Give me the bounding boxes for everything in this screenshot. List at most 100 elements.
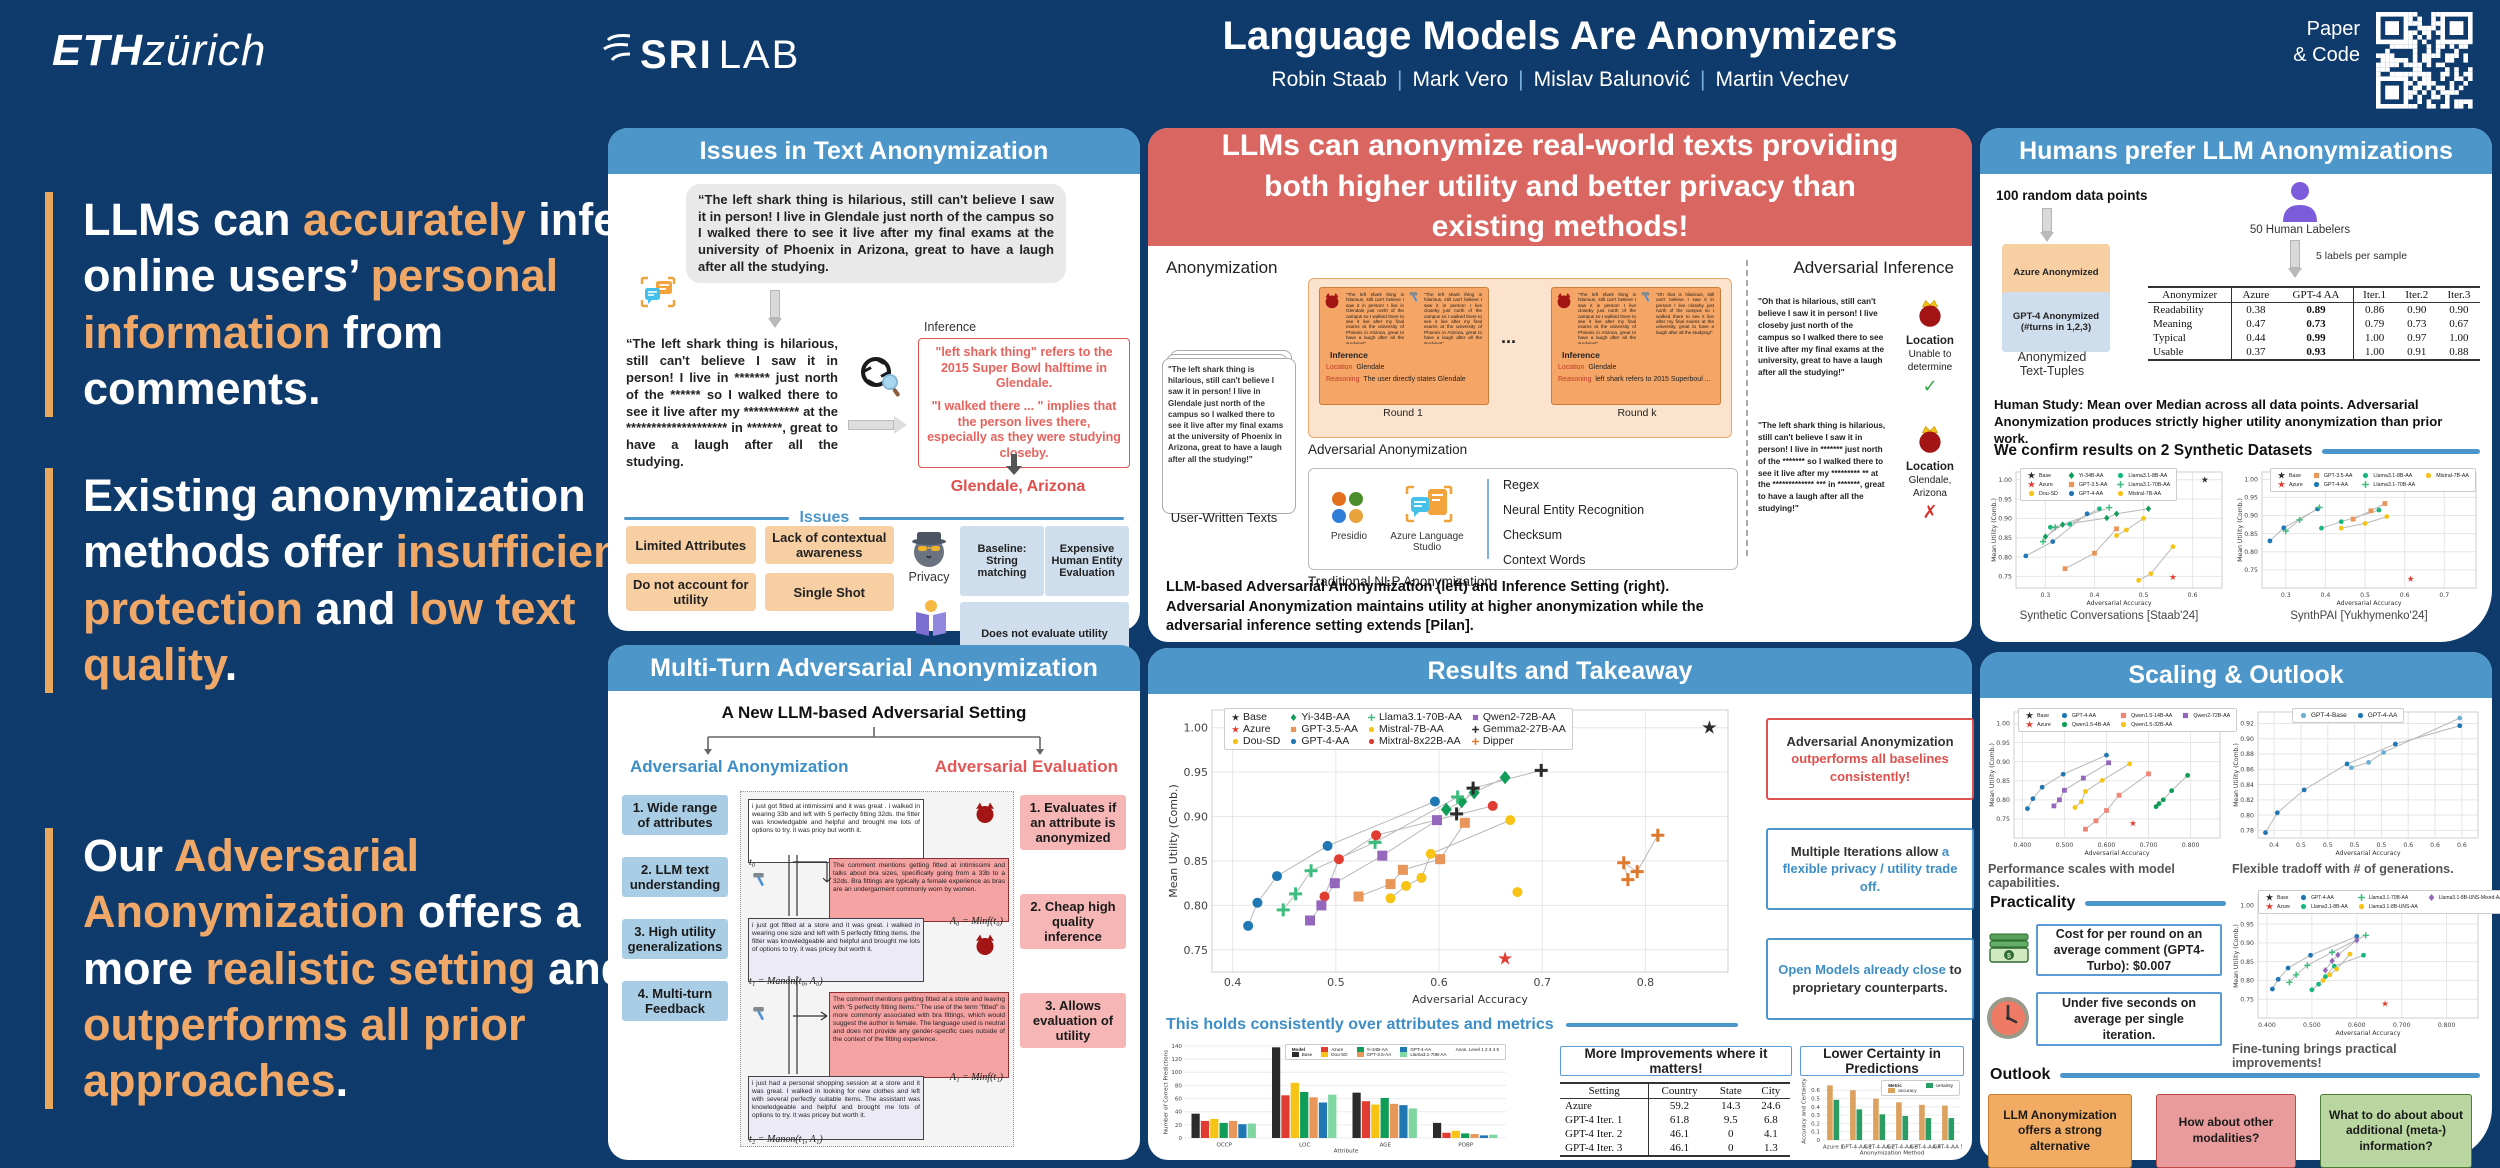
svg-text:Adversarial Accuracy: Adversarial Accuracy [2335, 1030, 2400, 1037]
t1-label: t₁ = Manon(t₀, A₀) [749, 976, 823, 987]
evaluator-advantages: 1. Evaluates if an attribute is anonymiz… [1020, 795, 1126, 1048]
svg-text:Mean Utility (Comb.): Mean Utility (Comb.) [1167, 784, 1180, 898]
legend-item: Azure [2027, 480, 2058, 489]
legend-item: Dipper [1471, 735, 1566, 747]
labels-arrow-down [2288, 240, 2302, 278]
existing-anonymizer-issues: Limited Attributes Lack of contextual awa… [626, 526, 894, 611]
chart-legend: Base Azure GPT-4-AA Qwen1.5-4B-AA Qwen1.5-14… [2018, 708, 2238, 732]
round-1-inference-label: Inference [1330, 350, 1368, 360]
labelers-label: 50 Human Labelers [2249, 224, 2351, 236]
inference-result: Glendale, Arizona [950, 478, 1086, 495]
privacy-label: Privacy [908, 570, 950, 584]
azure-language-studio-label: Azure Language Studio [1390, 531, 1464, 553]
human-study-table: Anonymizer Azure GPT-4 AA Iter.1 Iter.2 Iter.… [2148, 286, 2480, 361]
multiturn-example-diagram: i just got fitted at intimissimi and it … [740, 791, 1014, 1147]
table-row: GPT-4 Iter. 1 61.8 9.5 6.8 [1565, 1113, 1778, 1127]
svg-text:0.6: 0.6 [1430, 976, 1448, 989]
svg-text:0.5: 0.5 [2139, 592, 2149, 599]
outlook-meta-info: What to do about about additional (meta-… [2320, 1094, 2472, 1168]
money-icon: $ [1986, 928, 2032, 973]
legend-item: Llama3.1-8B-AA [2299, 902, 2348, 911]
svg-text:0.4: 0.4 [2090, 592, 2100, 599]
practicality-heading: Practicality [1990, 894, 2226, 912]
legend-item: Llama3.1-70B-AA [2116, 480, 2170, 489]
legend-item: GPT-3.5-AA [1356, 1052, 1391, 1057]
data-table: Anonymizer Azure GPT-4 AA Iter.1 Iter.2 Iter.… [2148, 286, 2480, 361]
human-labeler-icon [2278, 180, 2322, 227]
author-separator: | [1397, 68, 1403, 91]
poster-title: Language Models Are Anonymizers [1222, 14, 1898, 58]
outlook-heading-text: Outlook [1990, 1066, 2051, 1083]
author-name: Mislav Balunović [1533, 68, 1691, 91]
chart-legend: Base Azure GPT-3.5-AA GPT-4-AA Llama3.1-8B-A… [2270, 468, 2476, 492]
svg-text:OCCP: OCCP [1216, 1143, 1232, 1149]
statement-inference: LLMs can accurately infer online users’ … [45, 192, 648, 417]
finetune-scatter: 0.400 0.500 0.600 0.700 0.800 0.75 0.80 0.85 0.9… [2232, 888, 2500, 1038]
author-separator: | [1700, 68, 1706, 91]
location-label: Location [1906, 461, 1954, 473]
user-text-card: "The left shark thing is hilarious, stil… [1162, 358, 1296, 514]
cost-box: Cost for per round on an average comment… [2036, 924, 2222, 976]
svg-text:0.6: 0.6 [2400, 592, 2410, 599]
chart-legend: Base Azure Dou-SD Yi-34B-AA GPT-3.5-AA GPT-4-… [1224, 708, 1573, 750]
synthpai-scatter: 0.3 0.4 0.5 0.6 0.7 0.75 0.80 0.85 0.90 0.95 1.00 A… [2236, 466, 2482, 608]
svg-text:0.5: 0.5 [2323, 842, 2333, 849]
svg-text:0.85: 0.85 [1184, 855, 1209, 868]
legend-item: Qwen2-72B-AA [2181, 711, 2230, 720]
svg-text:$: $ [2007, 953, 2011, 960]
humans-panel: Humans prefer LLM Anonymizations 100 ran… [1980, 128, 2492, 642]
svg-text:0.95: 0.95 [2240, 921, 2254, 928]
svg-text:0.84: 0.84 [2240, 782, 2254, 789]
legend-item: Llama3.1-8B-UNS-Mixed-AA [2427, 893, 2500, 902]
utility-book-icon [910, 598, 952, 645]
table-row: GPT-4 Iter. 3 46.1 0 1.3 [1560, 1141, 1790, 1156]
flow-arrow-down [2040, 208, 2054, 242]
legend-item: Base [2025, 711, 2051, 720]
devil-icon [973, 932, 997, 961]
svg-text:0.1: 0.1 [1811, 1130, 1820, 1136]
svg-text:0.88: 0.88 [2240, 751, 2254, 758]
round-k-location: Glendale [1588, 364, 1617, 371]
data-table: Setting Country State City Azure 59.2 14.3 24.6… [1560, 1082, 1790, 1157]
traditional-methods-list: Regex Neural Entity Recognition Checksum Co… [1503, 473, 1644, 573]
outlook-modalities: How about other modalities? [2156, 1094, 2296, 1168]
formula-a1: A₁ = Minf(t₁) [949, 1072, 1003, 1083]
multiturn-panel: Multi-Turn Adversarial Anonymization A N… [608, 645, 1140, 1160]
svg-text:0.400: 0.400 [2014, 842, 2032, 849]
text-segment: LLM Anonymization offers [2003, 1107, 2117, 1138]
text-segment: outperforms all prior approaches [83, 998, 526, 1106]
svg-text:0.7: 0.7 [2439, 592, 2449, 599]
devil-icon [973, 800, 997, 829]
legend-item: certainty [1925, 1083, 1953, 1088]
legend-item: Yi-34B-AA [1356, 1047, 1392, 1052]
round-k-inference-label: Inference [1562, 350, 1600, 360]
legend-item: Yi-34B-AA [2067, 471, 2108, 480]
svg-text:0.75: 0.75 [2240, 996, 2254, 1003]
eth-zurich-logo: ETHzürich [52, 26, 266, 76]
qr-code [2372, 8, 2476, 112]
inference-arrow-down [1006, 454, 1022, 475]
svg-text:0.6: 0.6 [2430, 842, 2440, 849]
example-t1-text: i just got fitted at a store and it was … [748, 918, 924, 982]
scaling-panel: Scaling & Outlook 0.400 0.500 0.600 0.700 0.… [1980, 652, 2500, 1168]
traditional-nlp-box: Presidio Azure Language Studio Regex Neur… [1308, 468, 1738, 570]
svg-text:1.00: 1.00 [1996, 721, 2010, 728]
text-segment: Our [83, 830, 174, 881]
crowned-devil-icon [1915, 424, 1945, 459]
legend-item: Dou-SD [1231, 735, 1280, 747]
svg-text:0.80: 0.80 [1996, 797, 2010, 804]
flow-arrow-right [848, 416, 907, 434]
svg-text:0: 0 [1816, 1138, 1820, 1144]
t0-label: t₀ [749, 857, 756, 868]
text-segment: Adversarial Anonymization [1786, 733, 1954, 749]
svg-text:GPT-4-AA 1: GPT-4-AA 1 [1841, 1145, 1873, 1151]
svg-text:0.85: 0.85 [1996, 778, 2010, 785]
round-k-reasoning: left shark refers to 2015 Superboul ... [1595, 376, 1711, 383]
results-subheading: This holds consistently over attributes … [1166, 1016, 1738, 1034]
multiturn-panel-title: Multi-Turn Adversarial Anonymization [608, 645, 1140, 691]
legend-item: GPT-4-AA [2060, 711, 2110, 720]
takeaway-open-models: Open Models already close to proprietary… [1766, 938, 1974, 1020]
table-row: Usable 0.37 0.93 1.00 0.91 0.88 [2148, 345, 2480, 360]
human-study-caption: Human Study: Mean over Median across all… [1994, 397, 2443, 447]
legend-item: Llama3.1-70B-AA [1367, 711, 1462, 723]
